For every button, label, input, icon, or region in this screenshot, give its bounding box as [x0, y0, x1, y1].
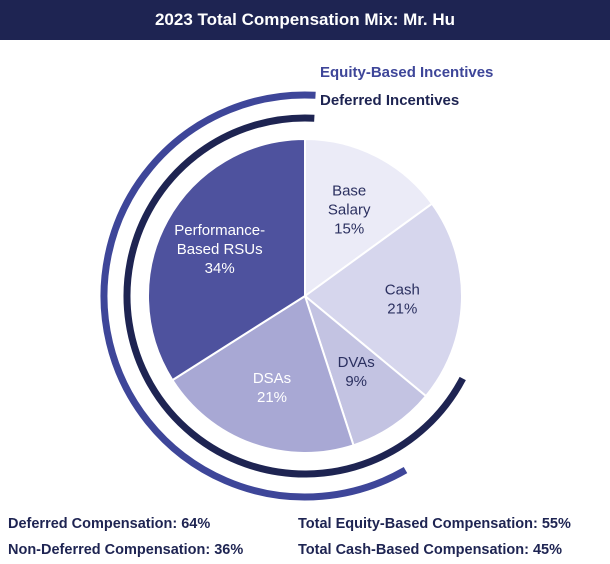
footer-total-cash-based-compensation: Total Cash-Based Compensation: 45% [298, 542, 563, 558]
legend-equity-based-incentives: Equity-Based Incentives [320, 64, 494, 81]
slice-label-dsas: DSAs 21% [253, 370, 291, 406]
footer-deferred-compensation: Deferred Compensation: 64% [8, 516, 211, 532]
slice-label-base-salary: Base Salary 15% [328, 182, 371, 237]
pie-slice-base-salary [304, 137, 434, 298]
slice-label-cash: Cash 21% [385, 282, 420, 318]
footer-non-deferred-compensation: Non-Deferred Compensation: 36% [8, 542, 244, 558]
footer-total-equity-based-compensation: Total Equity-Based Compensation: 55% [298, 516, 571, 532]
slice-label-performance-based-rsus: Performance-Based RSUs 34% [174, 222, 265, 277]
arc-equity-based-incentives [100, 91, 408, 501]
pie-slice-dsas [171, 294, 355, 454]
legend-deferred-incentives: Deferred Incentives [320, 92, 460, 109]
pie-slice-dvas [302, 293, 428, 447]
pie-chart: Base Salary 15% Cash 21% DVAs 9% DSAs 21% Perform… [100, 91, 466, 501]
chart-title: 2023 Total Compensation Mix: Mr. Hu [0, 0, 610, 40]
pie-slice-cash [303, 202, 463, 398]
pie-slice-performance-based-rsus [147, 137, 306, 382]
arc-deferred-incentives [123, 114, 466, 478]
slice-label-dvas: DVAs 9% [338, 354, 375, 390]
